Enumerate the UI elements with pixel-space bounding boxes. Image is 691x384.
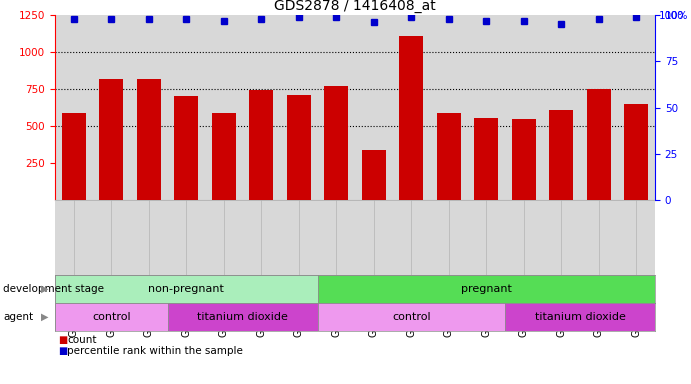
- Bar: [55, 303, 167, 331]
- Bar: [549, 110, 574, 200]
- Text: ▶: ▶: [41, 284, 48, 294]
- Bar: [99, 79, 124, 200]
- Text: titanium dioxide: titanium dioxide: [535, 312, 625, 322]
- Bar: [437, 113, 461, 200]
- Bar: [317, 275, 655, 303]
- Text: ■: ■: [59, 334, 68, 345]
- Text: count: count: [68, 334, 97, 345]
- Bar: [587, 89, 611, 200]
- Bar: [137, 79, 161, 200]
- Bar: [317, 303, 505, 331]
- Text: pregnant: pregnant: [461, 284, 512, 294]
- Bar: [624, 104, 648, 200]
- Text: ■: ■: [59, 346, 68, 356]
- Text: control: control: [392, 312, 430, 322]
- Bar: [474, 118, 498, 200]
- Text: 100%: 100%: [659, 11, 689, 21]
- Bar: [249, 91, 274, 200]
- Text: ▶: ▶: [41, 312, 48, 322]
- Bar: [361, 150, 386, 200]
- Bar: [211, 113, 236, 200]
- Bar: [167, 303, 317, 331]
- Text: titanium dioxide: titanium dioxide: [197, 312, 288, 322]
- Bar: [287, 95, 311, 200]
- Bar: [61, 113, 86, 200]
- Bar: [324, 86, 348, 200]
- Text: development stage: development stage: [3, 284, 104, 294]
- Text: control: control: [92, 312, 131, 322]
- Bar: [399, 36, 424, 200]
- Bar: [505, 303, 655, 331]
- Text: agent: agent: [3, 312, 34, 322]
- Bar: [174, 96, 198, 200]
- Title: GDS2878 / 1416408_at: GDS2878 / 1416408_at: [274, 0, 436, 13]
- Bar: [55, 275, 317, 303]
- Text: percentile rank within the sample: percentile rank within the sample: [68, 346, 243, 356]
- Bar: [511, 119, 536, 200]
- Text: non-pregnant: non-pregnant: [149, 284, 224, 294]
